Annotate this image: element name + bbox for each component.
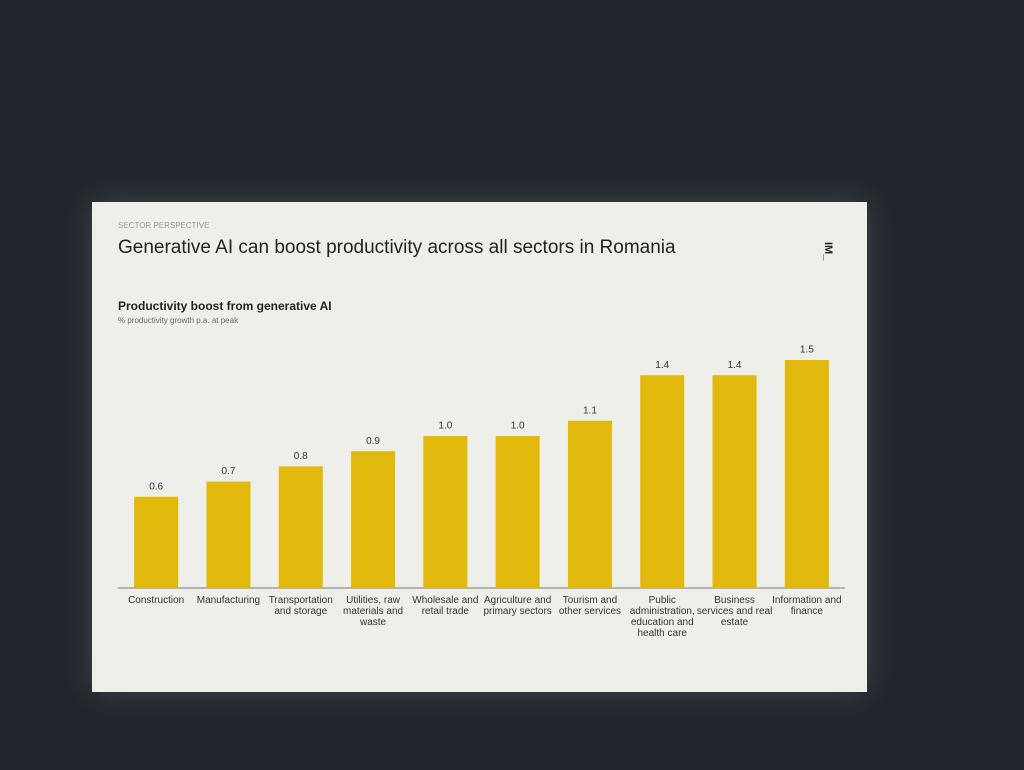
value-label: 1.0 xyxy=(511,421,525,432)
chart-title: Generative AI can boost productivity acr… xyxy=(118,237,676,258)
value-label: 0.7 xyxy=(221,466,235,477)
value-label: 0.8 xyxy=(294,451,308,462)
bar xyxy=(351,451,396,588)
bar xyxy=(567,420,612,588)
bar xyxy=(712,375,757,588)
bar xyxy=(134,496,179,588)
bar xyxy=(206,481,251,588)
bar xyxy=(640,375,685,588)
bar xyxy=(784,360,829,588)
value-label: 1.1 xyxy=(583,405,597,416)
value-label: 0.9 xyxy=(366,436,380,447)
x-tick-label: Agriculture and primary sectors xyxy=(483,595,552,617)
value-label: 1.5 xyxy=(800,345,814,356)
x-tick-label: Public administration, education and hea… xyxy=(629,595,695,639)
x-tick-label: Transportation and storage xyxy=(268,595,333,617)
kicker: SECTOR PERSPECTIVE xyxy=(118,221,209,230)
note: % productivity growth p.a. at peak xyxy=(118,316,239,325)
x-tick-label: Utilities, raw materials and waste xyxy=(343,595,404,628)
x-tick-label: Wholesale and retail trade xyxy=(412,595,479,617)
x-tick-label: Manufacturing xyxy=(196,595,261,606)
bar xyxy=(495,436,540,588)
value-label: 1.4 xyxy=(655,360,669,371)
value-label: 1.0 xyxy=(438,421,452,432)
value-label: 1.4 xyxy=(728,360,742,371)
chart-subtitle: Productivity boost from generative AI xyxy=(118,299,332,313)
value-label: 0.6 xyxy=(149,481,163,492)
x-tick-label: Construction xyxy=(128,595,185,606)
x-tick-label: Business services and real estate xyxy=(696,595,773,628)
x-tick-label: Tourism and other services xyxy=(558,595,622,617)
bar xyxy=(423,436,468,588)
bar xyxy=(278,466,323,588)
x-tick-label: Information and finance xyxy=(772,595,842,617)
logo: IM_ xyxy=(822,242,834,261)
